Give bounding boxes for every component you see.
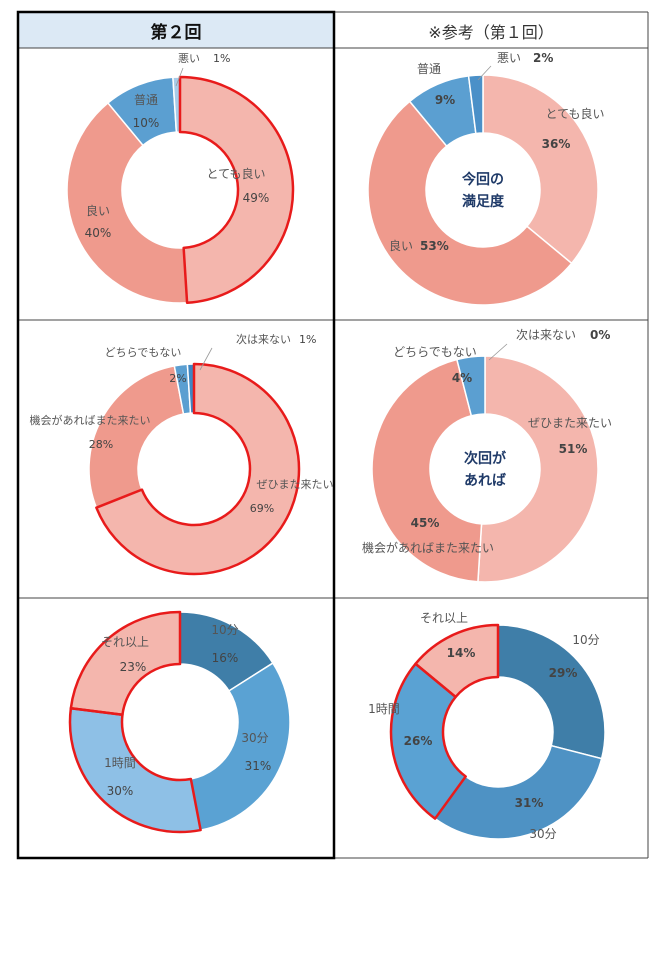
round2-satisfaction-label-0: とても良い bbox=[206, 166, 265, 181]
round2-duration-pct-0: 16% bbox=[212, 651, 239, 665]
round2-next-time-leader-3 bbox=[199, 347, 213, 371]
round2-duration-slice-outline-3 bbox=[69, 610, 182, 716]
round1-satisfaction-pct-2: 9% bbox=[435, 93, 455, 107]
round1-satisfaction-center-label-0: 今回の bbox=[461, 171, 504, 188]
round1-satisfaction-center-label-1: 満足度 bbox=[462, 193, 505, 210]
round2-duration-label-1: 30分 bbox=[241, 731, 268, 745]
round1-satisfaction-label-1: 良い bbox=[389, 238, 413, 253]
round2-duration-label-3: それ以上 bbox=[101, 635, 149, 649]
round1-next-time-pct-0: 51% bbox=[559, 442, 588, 456]
round1-next-time-pct-1: 45% bbox=[411, 516, 440, 530]
round1-next-time-center-label-1: あれば bbox=[464, 473, 506, 489]
round2-next-time-donut: ぜひまた来たい 69% 機会があればまた来たい 28% どちらでもない 2% 次は来ない 1% bbox=[30, 332, 334, 576]
round1-satisfaction-slice-3 bbox=[467, 74, 484, 135]
round1-satisfaction-slice-0 bbox=[482, 74, 599, 265]
left-header-title: 第２回 bbox=[151, 22, 202, 43]
round2-satisfaction-slice-outline-0 bbox=[178, 75, 295, 305]
round2-next-time-slice-1 bbox=[88, 364, 185, 509]
round2-satisfaction-label-3: 悪い bbox=[178, 52, 200, 65]
round1-satisfaction-pct-3: 2% bbox=[533, 51, 553, 65]
round2-next-time-label-3: 次は来ない bbox=[236, 332, 291, 346]
round1-next-time-slice-1 bbox=[371, 358, 483, 583]
round2-duration-label-0: 10分 bbox=[211, 623, 238, 637]
round1-next-time-slice-2 bbox=[455, 355, 486, 417]
round2-next-time-pct-2: 2% bbox=[169, 372, 186, 385]
round2-next-time-label-1: 機会があればまた来たい bbox=[30, 413, 151, 427]
round1-satisfaction-label-2: 普通 bbox=[417, 62, 441, 76]
round2-satisfaction-label-1: 良い bbox=[86, 203, 110, 218]
left-column-frame bbox=[16, 10, 336, 860]
round2-duration-slice-1 bbox=[189, 662, 291, 831]
round2-satisfaction-slice-0 bbox=[179, 76, 294, 304]
round1-next-time-label-3: 次は来ない bbox=[516, 328, 576, 342]
round1-duration-label-0: 10分 bbox=[572, 633, 599, 647]
round1-duration-donut: 10分 29% 30分 31% 1時間 26% それ以上 14% bbox=[368, 611, 606, 841]
round2-duration-pct-2: 30% bbox=[107, 784, 134, 798]
round1-satisfaction-pct-1: 53% bbox=[420, 239, 449, 253]
round2-duration-label-2: 1時間 bbox=[104, 756, 136, 770]
round1-next-time-label-2: どちらでもない bbox=[393, 345, 477, 359]
round2-satisfaction-pct-0: 49% bbox=[243, 191, 270, 205]
round1-duration-label-3: それ以上 bbox=[420, 611, 468, 625]
round2-next-time-pct-0: 69% bbox=[250, 502, 274, 515]
round2-satisfaction-pct-2: 10% bbox=[133, 116, 160, 130]
round2-satisfaction-pct-3: 1% bbox=[213, 52, 230, 65]
round2-next-time-label-2: どちらでもない bbox=[105, 346, 182, 359]
round1-next-time-pct-2: 4% bbox=[452, 371, 472, 385]
round2-next-time-label-0: ぜひまた来たい bbox=[257, 478, 334, 491]
round1-satisfaction-label-0: とても良い bbox=[545, 106, 604, 121]
round1-duration-pct-1: 31% bbox=[515, 796, 544, 810]
round2-duration-pct-1: 31% bbox=[245, 759, 272, 773]
round1-next-time-label-1: 機会があればまた来たい bbox=[362, 540, 494, 555]
round2-next-time-pct-3: 1% bbox=[299, 333, 316, 346]
round1-duration-pct-3: 14% bbox=[447, 646, 476, 660]
round1-duration-slice-outline-3 bbox=[414, 623, 500, 699]
round2-next-time-pct-1: 28% bbox=[89, 438, 113, 451]
round1-next-time-slice-0 bbox=[477, 355, 599, 583]
round2-duration-slice-2 bbox=[69, 707, 202, 833]
round2-duration-slice-outline-2 bbox=[68, 706, 202, 834]
round1-next-time-label-0: ぜひまた来たい bbox=[528, 416, 612, 430]
round1-satisfaction-pct-0: 36% bbox=[542, 137, 571, 151]
round1-next-time-pct-3: 0% bbox=[590, 328, 610, 342]
round2-duration-donut: 10分 16% 30分 31% 1時間 30% それ以上 23% bbox=[68, 610, 291, 834]
round2-satisfaction-pct-1: 40% bbox=[85, 226, 112, 240]
left-header-bg bbox=[18, 12, 334, 48]
round1-satisfaction-leader-3 bbox=[477, 65, 492, 81]
round1-satisfaction-slice-1 bbox=[367, 100, 573, 306]
round1-next-time-center-label-0: 次回が bbox=[464, 450, 507, 467]
round2-satisfaction-label-2: 普通 bbox=[134, 93, 158, 107]
right-header-title: ※参考（第１回） bbox=[428, 23, 553, 42]
round2-duration-pct-3: 23% bbox=[120, 660, 147, 674]
round1-duration-label-2: 1時間 bbox=[368, 702, 400, 716]
round2-satisfaction-donut: とても良い 49% 良い 40% 普通 10% 悪い 1% bbox=[66, 52, 295, 305]
round2-next-time-slice-outline-0 bbox=[95, 362, 301, 576]
round1-duration-slice-outline-2 bbox=[389, 662, 467, 820]
round2-satisfaction-slice-1 bbox=[66, 101, 188, 304]
round1-next-time-leader-3 bbox=[488, 343, 508, 361]
round1-satisfaction-label-3: 悪い bbox=[497, 51, 521, 65]
round2-satisfaction-leader-3 bbox=[175, 67, 184, 87]
round1-duration-pct-0: 29% bbox=[549, 666, 578, 680]
round1-duration-label-1: 30分 bbox=[529, 827, 556, 841]
round1-duration-slice-0 bbox=[497, 624, 606, 760]
round1-duration-slice-1 bbox=[434, 744, 603, 840]
round1-duration-pct-2: 26% bbox=[404, 734, 433, 748]
